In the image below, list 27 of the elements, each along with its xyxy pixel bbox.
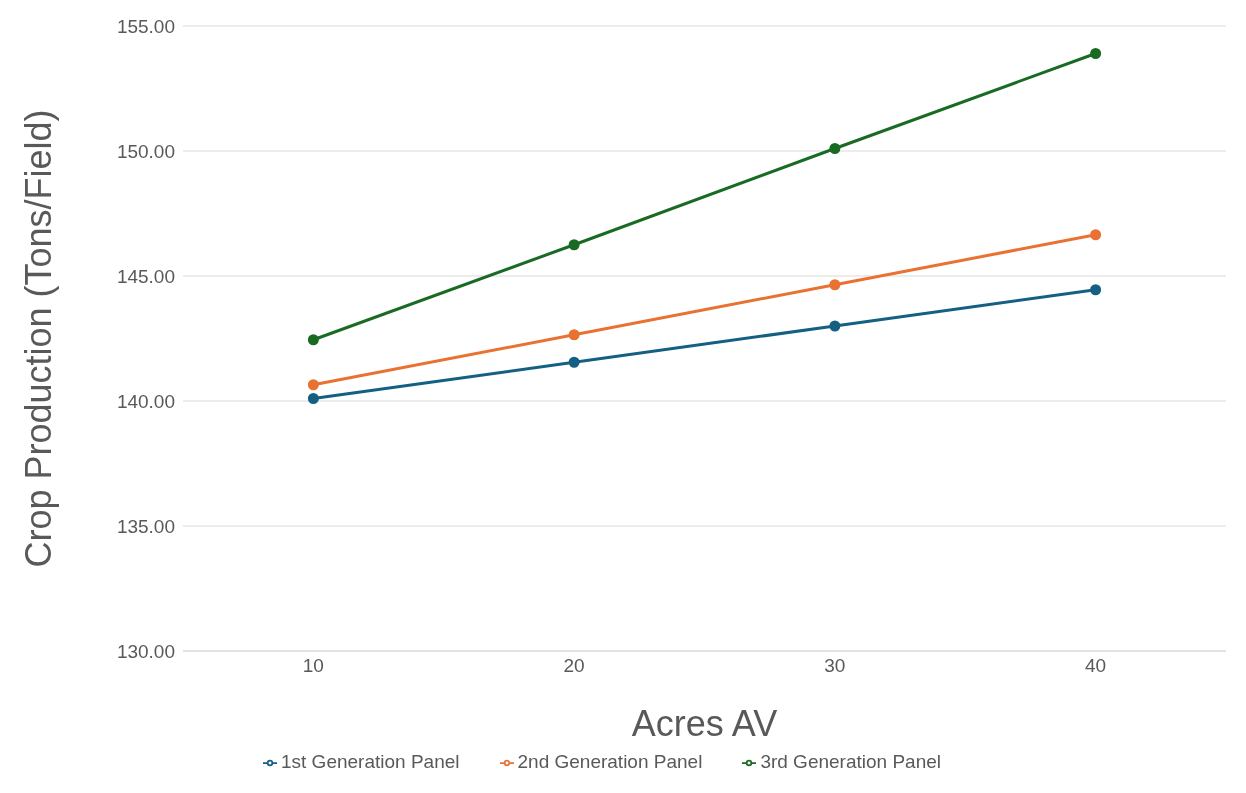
x-tick-label: 40 — [1085, 655, 1107, 677]
x-axis-title: Acres AV — [631, 703, 778, 744]
point — [307, 379, 319, 391]
y-tick-label: 130.00 — [116, 640, 175, 662]
point — [829, 143, 841, 154]
y-tick-label: 150.00 — [116, 140, 175, 162]
y-tick-label: 140.00 — [116, 390, 175, 412]
point — [568, 356, 580, 368]
point — [568, 329, 580, 341]
legend-label: 3rd Generation Panel — [760, 751, 941, 772]
y-tick-label: 155.00 — [116, 15, 175, 37]
x-tick-label: 10 — [302, 655, 324, 677]
point — [829, 320, 841, 332]
y-tick-label: 145.00 — [116, 265, 175, 287]
y-tick-label: 135.00 — [116, 515, 175, 537]
point — [829, 279, 841, 291]
point — [1090, 48, 1102, 59]
point — [307, 393, 319, 404]
point — [307, 334, 319, 346]
point — [1090, 284, 1102, 296]
y-axis-title: Crop Production (Tons/Field) — [17, 109, 59, 568]
legend-label: 1st Generation Panel — [280, 751, 460, 772]
x-tick-label: 30 — [824, 655, 846, 677]
x-tick-label: 20 — [563, 655, 585, 677]
legend-label: 2nd Generation Panel — [517, 751, 703, 772]
point — [1090, 229, 1102, 241]
point — [568, 239, 580, 251]
